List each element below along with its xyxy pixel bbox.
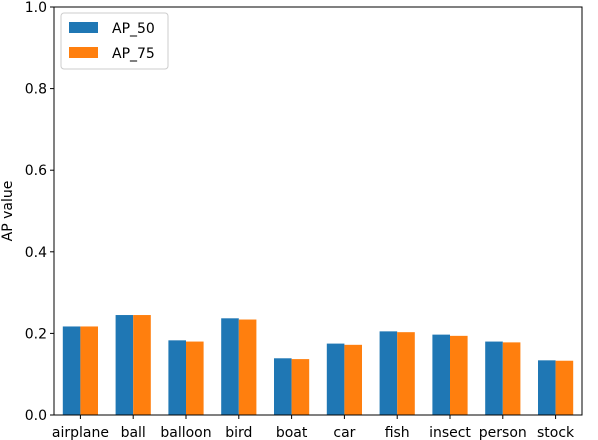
bar-ap-75-airplane [80, 326, 98, 415]
bar-ap-50-car [326, 343, 345, 415]
bar-ap-50-airplane [62, 326, 81, 415]
x-tick-label: car [333, 425, 355, 440]
bar-ap-50-boat [274, 358, 292, 415]
x-tick-label: stock [537, 425, 575, 440]
bar-ap-50-person [485, 341, 503, 415]
bar-ap-75-stock [555, 360, 574, 415]
bar-ap-50-stock [538, 360, 556, 415]
bar-ap-75-insect [450, 335, 468, 415]
y-axis-label: AP value [0, 181, 16, 242]
bar-ap-75-boat [291, 359, 310, 415]
bar-ap-50-ball [115, 315, 134, 415]
x-tick-label: ball [121, 425, 146, 440]
y-tick-label: 1.0 [25, 0, 47, 16]
x-tick-label: person [479, 425, 527, 440]
y-tick-label: 0.0 [25, 408, 47, 424]
bar-ap-50-fish [379, 331, 398, 415]
y-tick-label: 0.2 [25, 326, 47, 342]
y-tick-label: 0.6 [25, 163, 47, 179]
legend-label: AP_75 [112, 46, 155, 62]
x-tick-label: bird [225, 425, 252, 440]
legend-swatch [69, 22, 98, 33]
x-tick-label: airplane [52, 425, 109, 440]
y-tick-label: 0.8 [25, 82, 47, 98]
x-tick-label: fish [385, 425, 410, 440]
x-tick-label: boat [276, 425, 308, 440]
bar-ap-50-bird [221, 318, 239, 415]
y-tick-label: 0.4 [25, 245, 47, 261]
bar-ap-75-ball [133, 315, 151, 415]
bar-ap-75-fish [397, 332, 415, 415]
bar-ap-50-balloon [168, 340, 186, 415]
legend-swatch [69, 47, 98, 58]
bar-ap-75-bird [238, 319, 257, 415]
legend-label: AP_50 [112, 21, 155, 37]
bar-ap-75-balloon [186, 341, 204, 415]
legend: AP_50 AP_75 [60, 12, 169, 70]
x-tick-label: insect [429, 425, 471, 440]
plot-frame [53, 6, 583, 416]
x-axis: airplane ball balloon bird boat car fish insect… [52, 415, 575, 440]
bar-ap-75-person [502, 342, 521, 415]
y-axis: 0.0 0.2 0.4 0.6 0.8 1.0 [25, 0, 54, 424]
bar-ap-75-car [344, 344, 362, 415]
bar-ap-50-insect [432, 334, 450, 415]
x-tick-label: balloon [160, 425, 211, 440]
bars-layer [62, 315, 574, 415]
